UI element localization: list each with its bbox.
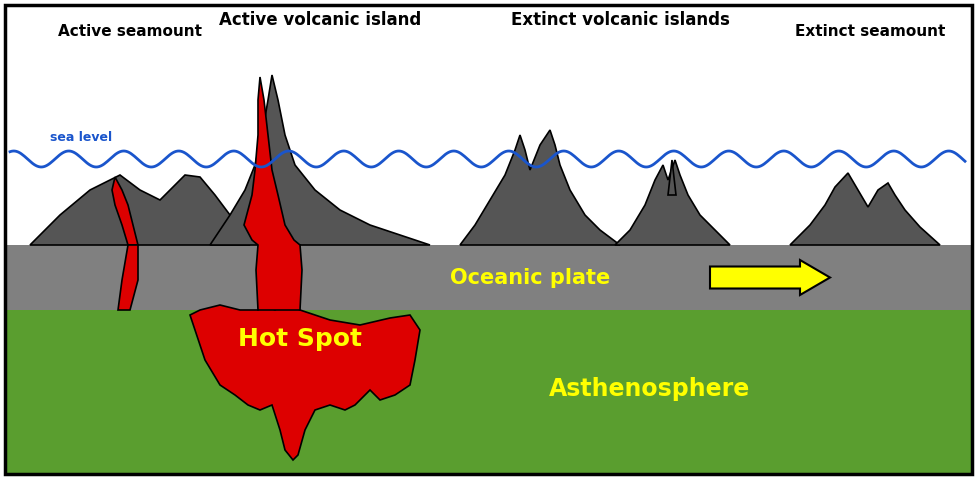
Polygon shape (790, 173, 940, 245)
Text: Hot Spot: Hot Spot (238, 327, 362, 351)
Text: Oceanic plate: Oceanic plate (449, 267, 610, 287)
Polygon shape (112, 177, 138, 245)
Text: sea level: sea level (50, 131, 112, 144)
Text: Asthenosphere: Asthenosphere (549, 377, 750, 401)
Text: Extinct seamount: Extinct seamount (795, 24, 945, 39)
Polygon shape (460, 130, 620, 245)
Polygon shape (118, 245, 138, 310)
FancyArrow shape (710, 260, 830, 295)
Bar (5, 10, 972, 245)
Polygon shape (615, 160, 730, 245)
Polygon shape (30, 175, 250, 245)
Bar (5, 245, 972, 310)
Text: Active seamount: Active seamount (58, 24, 202, 39)
Text: Extinct volcanic islands: Extinct volcanic islands (511, 11, 730, 29)
Polygon shape (668, 160, 676, 195)
Polygon shape (210, 75, 430, 245)
Text: Active volcanic island: Active volcanic island (219, 11, 421, 29)
Polygon shape (244, 77, 302, 310)
Polygon shape (190, 302, 420, 460)
Bar (5, 310, 972, 474)
